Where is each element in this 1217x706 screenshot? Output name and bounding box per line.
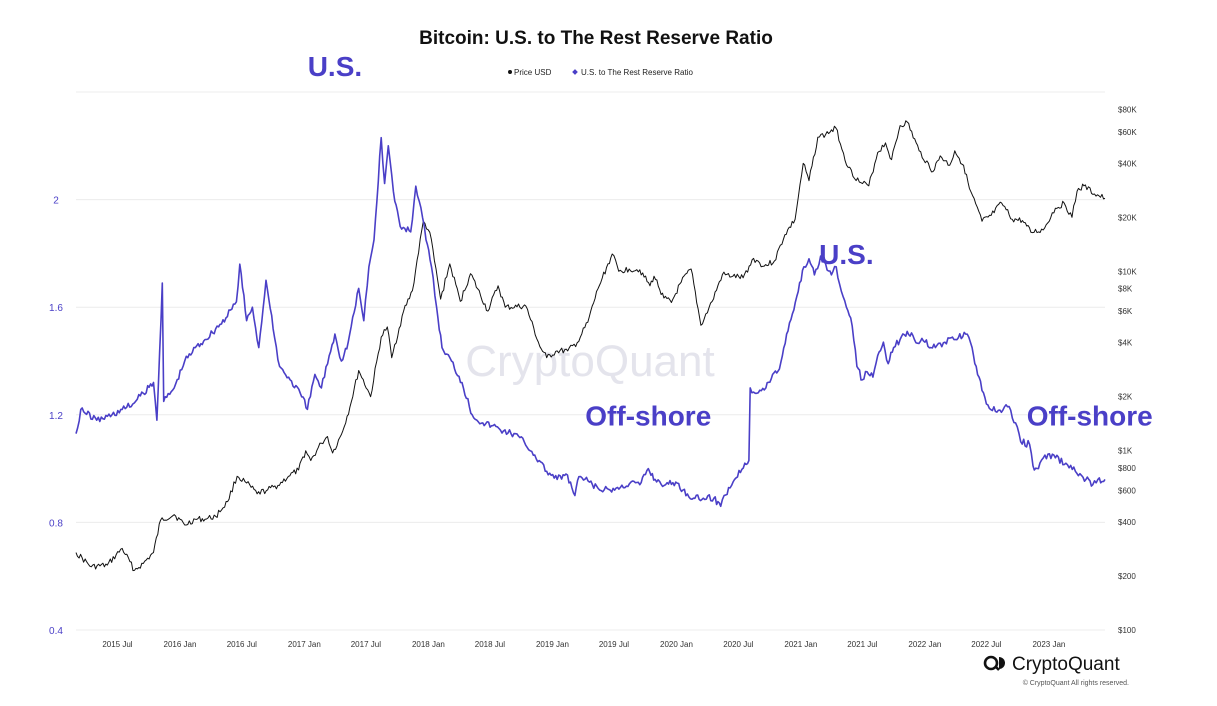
legend-item-price[interactable]: Price USD xyxy=(508,68,552,77)
cryptoquant-logo-icon xyxy=(983,655,1005,671)
copyright-text: © CryptoQuant All rights reserved. xyxy=(1023,679,1129,687)
y-right-tick-label: $800 xyxy=(1118,464,1136,473)
brand-name: CryptoQuant xyxy=(1012,654,1120,675)
x-tick-label: 2019 Jul xyxy=(599,640,629,649)
left-axis: 2 1.6 1.2 0.8 0.4 xyxy=(49,196,63,637)
y-left-tick-label: 0.8 xyxy=(49,518,63,529)
annotation-label: Off-shore xyxy=(585,401,711,432)
x-tick-label: 2018 Jul xyxy=(475,640,505,649)
y-right-tick-label: $10K xyxy=(1118,267,1137,276)
legend-price-label: Price USD xyxy=(514,68,552,77)
x-tick-label: 2021 Jan xyxy=(784,640,817,649)
chart-title: Bitcoin: U.S. to The Rest Reserve Ratio xyxy=(419,28,773,49)
x-tick-label: 2020 Jan xyxy=(660,640,693,649)
y-right-tick-label: $40K xyxy=(1118,159,1137,168)
x-tick-label: 2023 Jan xyxy=(1032,640,1065,649)
right-axis: $80K $60K $40K $20K $10K $8K $6K $4K $2K $1K $800 $… xyxy=(1118,105,1137,635)
legend-item-ratio[interactable]: U.S. to The Rest Reserve Ratio xyxy=(572,68,693,77)
x-tick-label: 2016 Jan xyxy=(164,640,197,649)
x-tick-label: 2017 Jul xyxy=(351,640,381,649)
y-right-tick-label: $600 xyxy=(1118,486,1136,495)
legend-price-dot xyxy=(508,70,512,74)
y-right-tick-label: $100 xyxy=(1118,626,1136,635)
y-right-tick-label: $6K xyxy=(1118,307,1133,316)
y-right-tick-label: $20K xyxy=(1118,213,1137,222)
footer-brand: CryptoQuant © CryptoQuant All rights res… xyxy=(983,654,1129,687)
y-right-tick-label: $1K xyxy=(1118,447,1133,456)
y-left-tick-label: 1.2 xyxy=(49,411,63,422)
gridlines xyxy=(76,91,1105,631)
y-right-tick-label: $8K xyxy=(1118,285,1133,294)
y-right-tick-label: $400 xyxy=(1118,518,1136,527)
y-right-tick-label: $60K xyxy=(1118,128,1137,137)
y-right-tick-label: $80K xyxy=(1118,105,1137,114)
legend-ratio-label: U.S. to The Rest Reserve Ratio xyxy=(581,68,693,77)
annotations: U.S. U.S. Off-shore Off-shore xyxy=(308,51,1153,432)
y-left-tick-label: 0.4 xyxy=(49,626,63,637)
series-line-price xyxy=(75,120,1106,572)
x-tick-label: 2021 Jul xyxy=(847,640,877,649)
y-right-tick-label: $2K xyxy=(1118,393,1133,402)
annotation-label: U.S. xyxy=(308,51,362,82)
y-left-tick-label: 1.6 xyxy=(49,303,63,314)
watermark: CryptoQuant xyxy=(465,337,714,386)
x-tick-label: 2020 Jul xyxy=(723,640,753,649)
x-tick-label: 2019 Jan xyxy=(536,640,569,649)
x-tick-label: 2022 Jul xyxy=(971,640,1001,649)
x-tick-label: 2016 Jul xyxy=(227,640,257,649)
x-axis: 2015 Jul 2016 Jan 2016 Jul 2017 Jan 2017 Jul… xyxy=(102,640,1065,649)
legend-ratio-marker xyxy=(572,69,578,75)
y-left-tick-label: 2 xyxy=(53,196,59,207)
x-tick-label: 2017 Jan xyxy=(288,640,321,649)
annotation-label: Off-shore xyxy=(1027,401,1153,432)
y-right-tick-label: $200 xyxy=(1118,572,1136,581)
y-right-tick-label: $4K xyxy=(1118,339,1133,348)
x-tick-label: 2018 Jan xyxy=(412,640,445,649)
legend: Price USD U.S. to The Rest Reserve Ratio xyxy=(508,68,693,77)
x-tick-label: 2022 Jan xyxy=(908,640,941,649)
series-line-ratio xyxy=(75,136,1106,508)
x-tick-label: 2015 Jul xyxy=(102,640,132,649)
annotation-label: U.S. xyxy=(819,239,873,270)
